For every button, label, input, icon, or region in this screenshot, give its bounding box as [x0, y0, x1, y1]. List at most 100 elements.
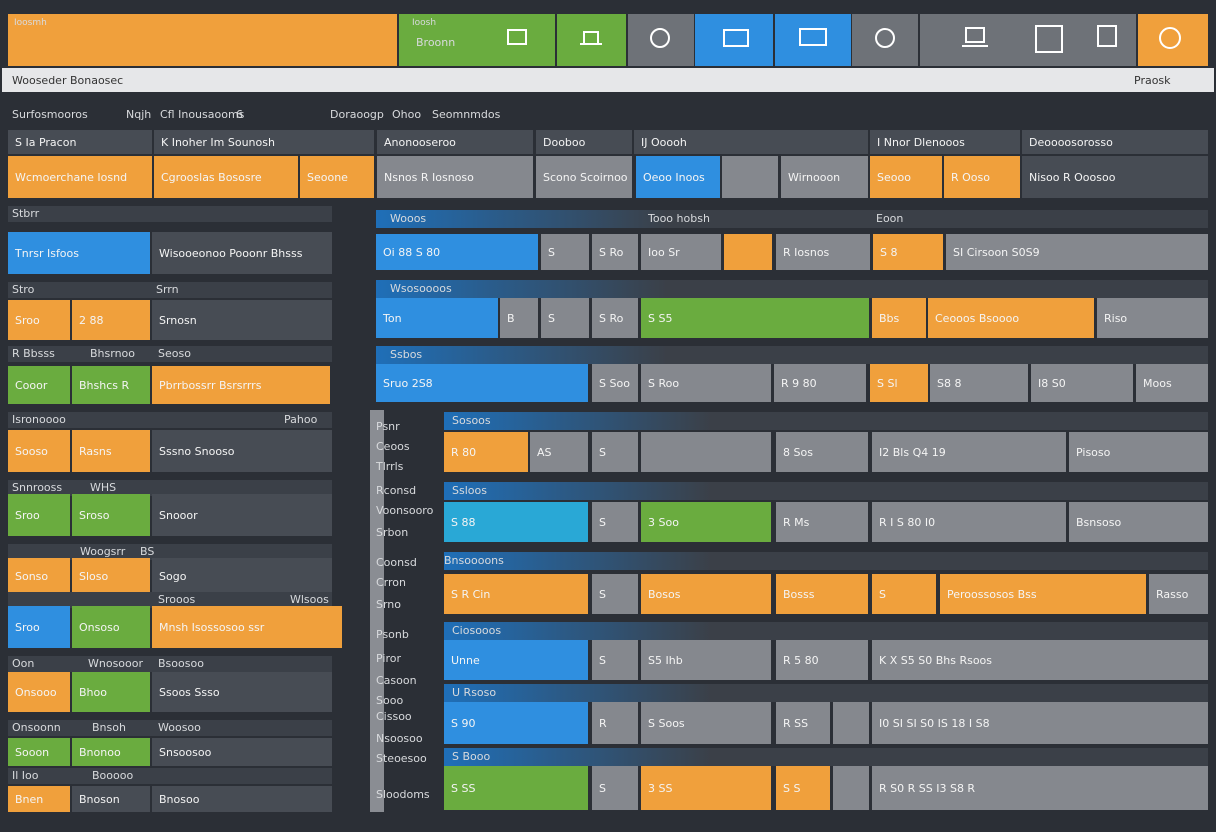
left-header-bar [8, 282, 332, 298]
left-header-bar [8, 768, 332, 784]
main-cell: R 5 80 [776, 640, 868, 680]
left-cell: Sloso [72, 558, 150, 594]
main-header-bar [444, 748, 1208, 766]
main-cell: I8 S0 [1031, 364, 1133, 402]
row-label: Crron [376, 576, 406, 589]
left-header-bar [8, 720, 332, 736]
toolbar-label: Doraoogp [330, 108, 384, 121]
card-cell: Seooo [870, 156, 942, 198]
divider [370, 410, 384, 812]
header-tab: Broonn [416, 36, 456, 49]
left-cell: Sssno Snooso [152, 430, 332, 472]
row-label: Cissoo [376, 710, 412, 723]
toolbar-label: 6 [236, 108, 243, 121]
left-cell: Bhoo [72, 672, 150, 712]
left-cell: 2 88 [72, 300, 150, 340]
main-cell: S S5 [641, 298, 869, 338]
main-cell: S Soos [641, 702, 771, 744]
row-label: Voonsooro [376, 504, 434, 517]
main-header-bar [376, 210, 1208, 228]
left-header-bar [8, 412, 332, 428]
left-header: Pahoo [284, 413, 318, 426]
left-cell: Sooso [8, 430, 70, 472]
left-cell: Sroo [8, 494, 70, 536]
toolbar-label: Ohoo [392, 108, 422, 121]
left-header: Isronoooo [12, 413, 66, 426]
main-cell: R [592, 702, 638, 744]
card-cell: Nsnos R Iosnoso [377, 156, 533, 198]
left-cell: Bhshcs R [72, 366, 150, 404]
search-placeholder: Wooseder Bonaosec [12, 74, 124, 87]
grid-block [641, 432, 771, 472]
main-cell: 3 Soo [641, 502, 771, 542]
left-header-bar [8, 206, 332, 222]
main-cell: R I S 80 I0 [872, 502, 1066, 542]
main-cell: K X S5 S0 Bhs Rsoos [872, 640, 1208, 680]
header-tile [557, 14, 626, 66]
card-title: I Nnor Dlenooos [870, 130, 1020, 154]
main-cell: Moos [1136, 364, 1208, 402]
left-header-bar [8, 480, 332, 496]
header-tile [628, 14, 694, 66]
main-cell: S [872, 574, 936, 614]
left-cell: Bnonoo [72, 738, 150, 766]
main-header: Ssloos [452, 484, 487, 497]
main-header: U Rsoso [452, 686, 497, 699]
left-header: Bsoosoo [158, 657, 204, 670]
left-header: WHS [90, 481, 117, 494]
row-label: Rconsd [376, 484, 417, 497]
left-cell: Rasns [72, 430, 150, 472]
left-header: BS [140, 545, 155, 558]
card-block [722, 156, 778, 198]
main-cell: S8 8 [930, 364, 1028, 402]
left-header: Booooo [92, 769, 134, 782]
left-cell: Sogo [152, 558, 332, 594]
row-label: Steoesoo [376, 752, 427, 765]
main-cell: S 88 [444, 502, 588, 542]
header-tile [775, 14, 851, 66]
header-tile [852, 14, 918, 66]
card-cell: Seoone [300, 156, 374, 198]
row-label: Casoon [376, 674, 417, 687]
main-cell: S 90 [444, 702, 588, 744]
header-label: Ioosh [412, 18, 437, 28]
card-cell: Nisoo R Ooosoo [1022, 156, 1208, 198]
main-cell: Ioo Sr [641, 234, 721, 270]
main-cell: S Ro [592, 234, 638, 270]
left-cell: Pbrrbossrr Bsrsrrrs [152, 366, 330, 404]
toolbar-label: Cfl Inousaooms [160, 108, 245, 121]
left-cell: Snooor [152, 494, 332, 536]
main-cell: 8 Sos [776, 432, 868, 472]
main-cell: S [592, 574, 638, 614]
row-label: Piror [376, 652, 401, 665]
row-label: Psnr [376, 420, 400, 433]
left-cell: Sroso [72, 494, 150, 536]
toolbar-label: Surfosmooros [12, 108, 88, 121]
left-header-bar [8, 346, 332, 362]
left-header: Stro [12, 283, 35, 296]
main-cell: Ton [376, 298, 498, 338]
search-action: Praosk [1134, 74, 1171, 87]
toolbar-label: Nqjh [126, 108, 152, 121]
main-cell: Bbs [872, 298, 926, 338]
left-cell: Bnoson [72, 786, 150, 812]
main-cell: S SS [444, 766, 588, 810]
main-cell: R 80 [444, 432, 528, 472]
left-cell: Onsoso [72, 606, 150, 648]
main-cell: S Roo [641, 364, 771, 402]
card-title: Deoooosorosso [1022, 130, 1208, 154]
left-cell: Bnen [8, 786, 70, 812]
main-cell: S [592, 766, 638, 810]
main-cell: S [592, 640, 638, 680]
card-cell: Oeoo Inoos [636, 156, 720, 198]
main-cell: Peroossosos Bss [940, 574, 1146, 614]
main-header: Wooos [390, 212, 427, 225]
main-cell: I0 SI SI S0 IS 18 I S8 [872, 702, 1208, 744]
header-tile [695, 14, 773, 66]
main-header-bar [376, 346, 1208, 364]
left-cell: Sonso [8, 558, 70, 594]
grid-block [833, 702, 869, 744]
left-header-bar [8, 544, 332, 560]
main-cell: Unne [444, 640, 588, 680]
